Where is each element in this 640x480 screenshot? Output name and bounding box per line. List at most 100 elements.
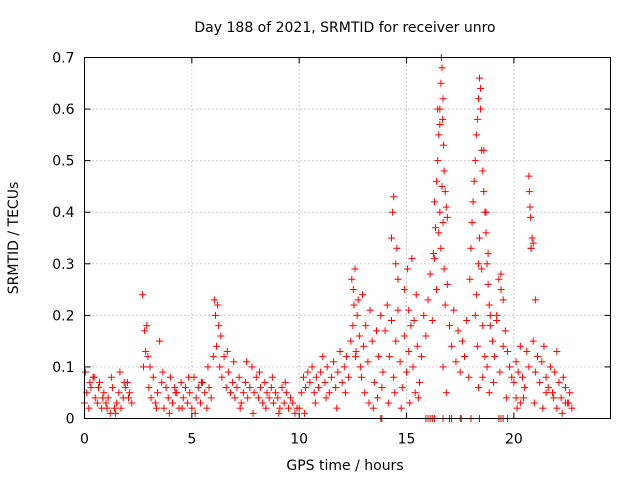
data-point [82,368,90,376]
y-tick-label: 0.2 [52,308,74,324]
data-point [268,373,276,381]
data-point [503,347,511,355]
x-tick-label: 10 [290,432,308,448]
data-point [323,363,331,371]
data-point [370,378,378,386]
data-point [325,389,333,397]
data-point [443,280,451,288]
data-point [203,404,211,412]
data-point [235,373,243,381]
data-point [94,384,102,392]
data-point [405,347,413,355]
data-point [538,358,546,366]
data-point [476,74,484,82]
data-point [147,394,155,402]
data-point [214,301,222,309]
data-point [160,404,168,412]
data-point [341,389,349,397]
data-point [93,399,101,407]
data-point [384,399,392,407]
data-point [479,322,487,330]
data-point [439,363,447,371]
data-point [394,275,402,283]
data-point [470,177,478,185]
data-point [436,121,444,129]
data-point [540,342,548,350]
data-point [144,353,152,361]
data-point [351,353,359,361]
data-point [169,399,177,407]
data-point [377,311,385,319]
data-point [345,373,353,381]
data-point [162,384,170,392]
data-point [289,399,297,407]
data-point [352,347,360,355]
data-point [391,389,399,397]
data-point [165,409,173,417]
data-point [374,394,382,402]
data-point [474,95,482,103]
data-point [322,394,330,402]
data-point [388,317,396,325]
data-point [486,311,494,319]
data-point [415,378,423,386]
data-point [472,291,480,299]
data-point [347,337,355,345]
x-tick-label: 0 [80,432,89,448]
data-point [354,296,362,304]
data-point [362,322,370,330]
data-point [516,342,524,350]
data-point [432,224,440,232]
data-point [338,378,346,386]
data-point [142,347,150,355]
data-point [539,404,547,412]
data-point [389,208,397,216]
data-point [418,353,426,361]
plot-frame [84,57,611,419]
data-point [439,219,447,227]
data-point [143,322,151,330]
data-point [164,394,172,402]
data-point [156,337,164,345]
data-point [413,342,421,350]
data-point [477,84,485,92]
data-point [441,188,449,196]
data-point [542,373,550,381]
data-point [422,332,430,340]
data-point [99,394,107,402]
data-point [287,394,295,402]
data-point [359,291,367,299]
data-point [301,409,309,417]
data-point [480,188,488,196]
data-point [478,265,486,273]
data-point [369,404,377,412]
data-point [348,275,356,283]
data-point [501,327,509,335]
data-point [349,322,357,330]
data-point [315,384,323,392]
data-point [308,363,316,371]
data-point [317,368,325,376]
data-point [379,368,387,376]
y-tick-label: 0.4 [52,205,74,221]
data-point [495,275,503,283]
data-point [469,198,477,206]
data-point [441,301,449,309]
data-point [429,249,437,257]
data-point [140,363,148,371]
data-point [269,399,277,407]
data-point [393,244,401,252]
data-point [87,384,95,392]
data-point [458,337,466,345]
data-point [146,363,154,371]
data-point [435,131,443,139]
data-point [218,373,226,381]
data-point [430,255,438,263]
data-point [383,301,391,309]
data-point [406,399,414,407]
data-point [410,317,418,325]
data-point [473,115,481,123]
y-tick-label: 0.5 [52,154,74,170]
data-point [484,249,492,257]
data-point [527,244,535,252]
